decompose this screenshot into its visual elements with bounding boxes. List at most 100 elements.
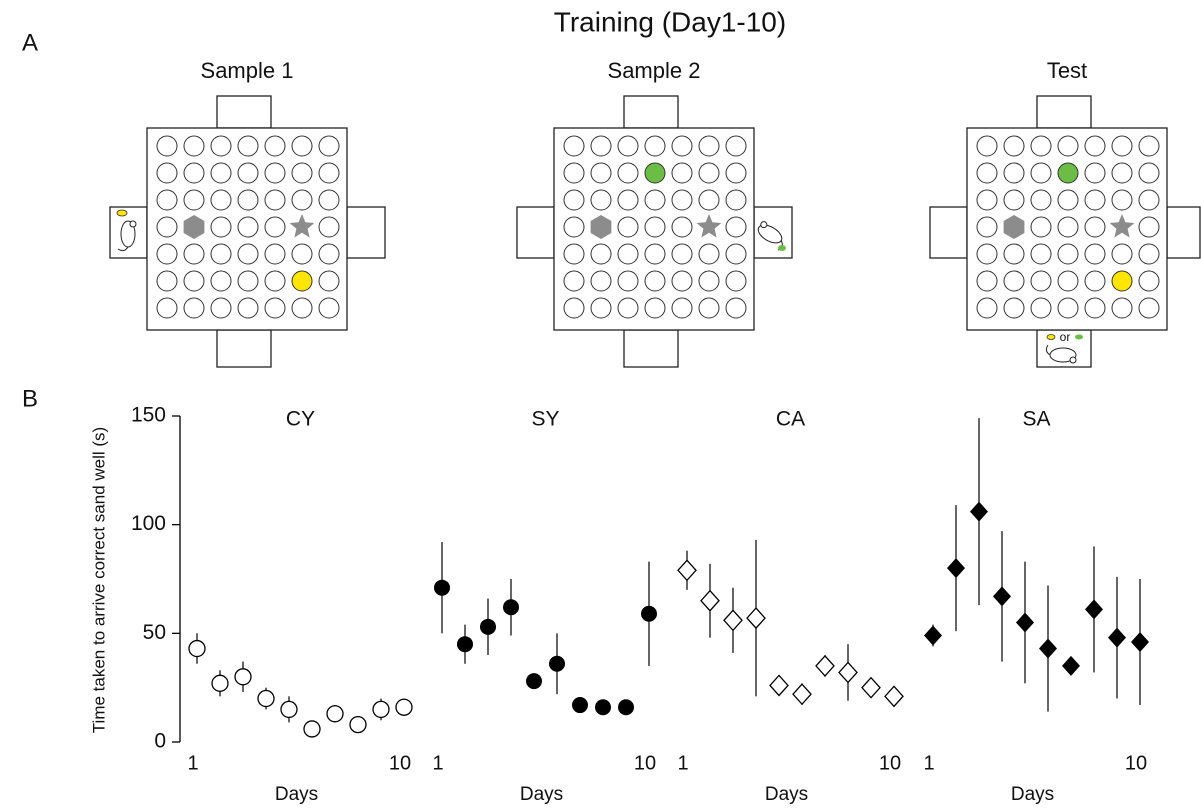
data-point (816, 656, 834, 676)
y-axis-label: Time taken to arrive correct sand well (… (89, 427, 108, 733)
sand-well (211, 163, 231, 183)
sand-well (1004, 271, 1024, 291)
x-tick-label: 1 (432, 752, 443, 774)
sand-well (1112, 244, 1132, 264)
sand-well (672, 271, 692, 291)
sand-well (591, 298, 611, 318)
x-tick-label: 10 (1125, 752, 1147, 774)
panel-label: B (22, 385, 38, 412)
sand-well (184, 136, 204, 156)
baited-well (645, 163, 665, 183)
sand-well (699, 163, 719, 183)
data-point (1062, 656, 1080, 676)
sand-well (977, 271, 997, 291)
data-point (327, 706, 343, 722)
food-pellet (117, 210, 127, 216)
sand-well (157, 136, 177, 156)
sand-well (726, 163, 746, 183)
sand-well (699, 298, 719, 318)
y-tick-label: 100 (131, 512, 166, 535)
sand-well (564, 271, 584, 291)
arena: Sample 1 (110, 58, 385, 367)
data-point (396, 699, 412, 715)
sand-well (977, 244, 997, 264)
sand-well (184, 190, 204, 210)
arena-title: Test (1047, 58, 1087, 83)
x-tick-label: 1 (677, 752, 688, 774)
sand-well (157, 217, 177, 237)
data-point (862, 678, 880, 698)
data-point (839, 662, 857, 682)
food-pellet (1075, 335, 1083, 340)
data-point (212, 675, 228, 691)
sand-well (211, 244, 231, 264)
sand-well (618, 190, 638, 210)
sand-well (1031, 298, 1051, 318)
sand-well (1112, 163, 1132, 183)
sand-well (292, 136, 312, 156)
sand-well (591, 271, 611, 291)
sand-well (977, 163, 997, 183)
sand-well (699, 190, 719, 210)
sand-well (265, 190, 285, 210)
sand-well (726, 190, 746, 210)
sand-well (265, 298, 285, 318)
sand-well (564, 136, 584, 156)
data-point (885, 686, 903, 706)
sand-well (1139, 136, 1159, 156)
figure: A Training (Day1-10) B Time taken to arr… (0, 0, 1201, 810)
data-point (1039, 639, 1057, 659)
data-point (747, 608, 765, 628)
y-tick-label: 50 (143, 621, 166, 644)
sand-well (591, 190, 611, 210)
data-point (526, 673, 542, 689)
sand-well (977, 217, 997, 237)
data-point (770, 675, 788, 695)
sand-well (1058, 190, 1078, 210)
x-tick-label: 1 (187, 752, 198, 774)
sand-well (319, 163, 339, 183)
sand-well (1085, 136, 1105, 156)
sand-well (238, 136, 258, 156)
sand-well (726, 244, 746, 264)
sand-well (157, 298, 177, 318)
data-point (641, 606, 657, 622)
data-point (281, 701, 297, 717)
sand-well (292, 190, 312, 210)
sand-well (211, 190, 231, 210)
sand-well (1085, 271, 1105, 291)
sand-well (319, 271, 339, 291)
sand-well (157, 190, 177, 210)
sand-well (1112, 190, 1132, 210)
start-box (624, 330, 678, 367)
sand-well (1004, 163, 1024, 183)
sand-well (1058, 136, 1078, 156)
mouse-ear (130, 221, 136, 227)
data-point (1016, 612, 1034, 632)
data-point (993, 586, 1011, 606)
sand-well (645, 298, 665, 318)
sand-well (977, 136, 997, 156)
sand-well (672, 244, 692, 264)
data-point (678, 560, 696, 580)
sand-well (726, 217, 746, 237)
sand-well (1031, 190, 1051, 210)
start-box (930, 207, 967, 258)
sand-well (564, 190, 584, 210)
data-point (304, 721, 320, 737)
x-axis-label: Days (520, 784, 563, 805)
sand-well (726, 271, 746, 291)
start-box (217, 330, 271, 367)
sand-well (1085, 244, 1105, 264)
data-point (1131, 632, 1149, 652)
data-point (503, 599, 519, 615)
sand-well (265, 217, 285, 237)
sand-well (1085, 163, 1105, 183)
start-box (1037, 96, 1091, 128)
sand-well (211, 298, 231, 318)
sand-well (726, 136, 746, 156)
sand-well (977, 298, 997, 318)
sand-well (1139, 271, 1159, 291)
data-point (701, 591, 719, 611)
sand-well (618, 163, 638, 183)
